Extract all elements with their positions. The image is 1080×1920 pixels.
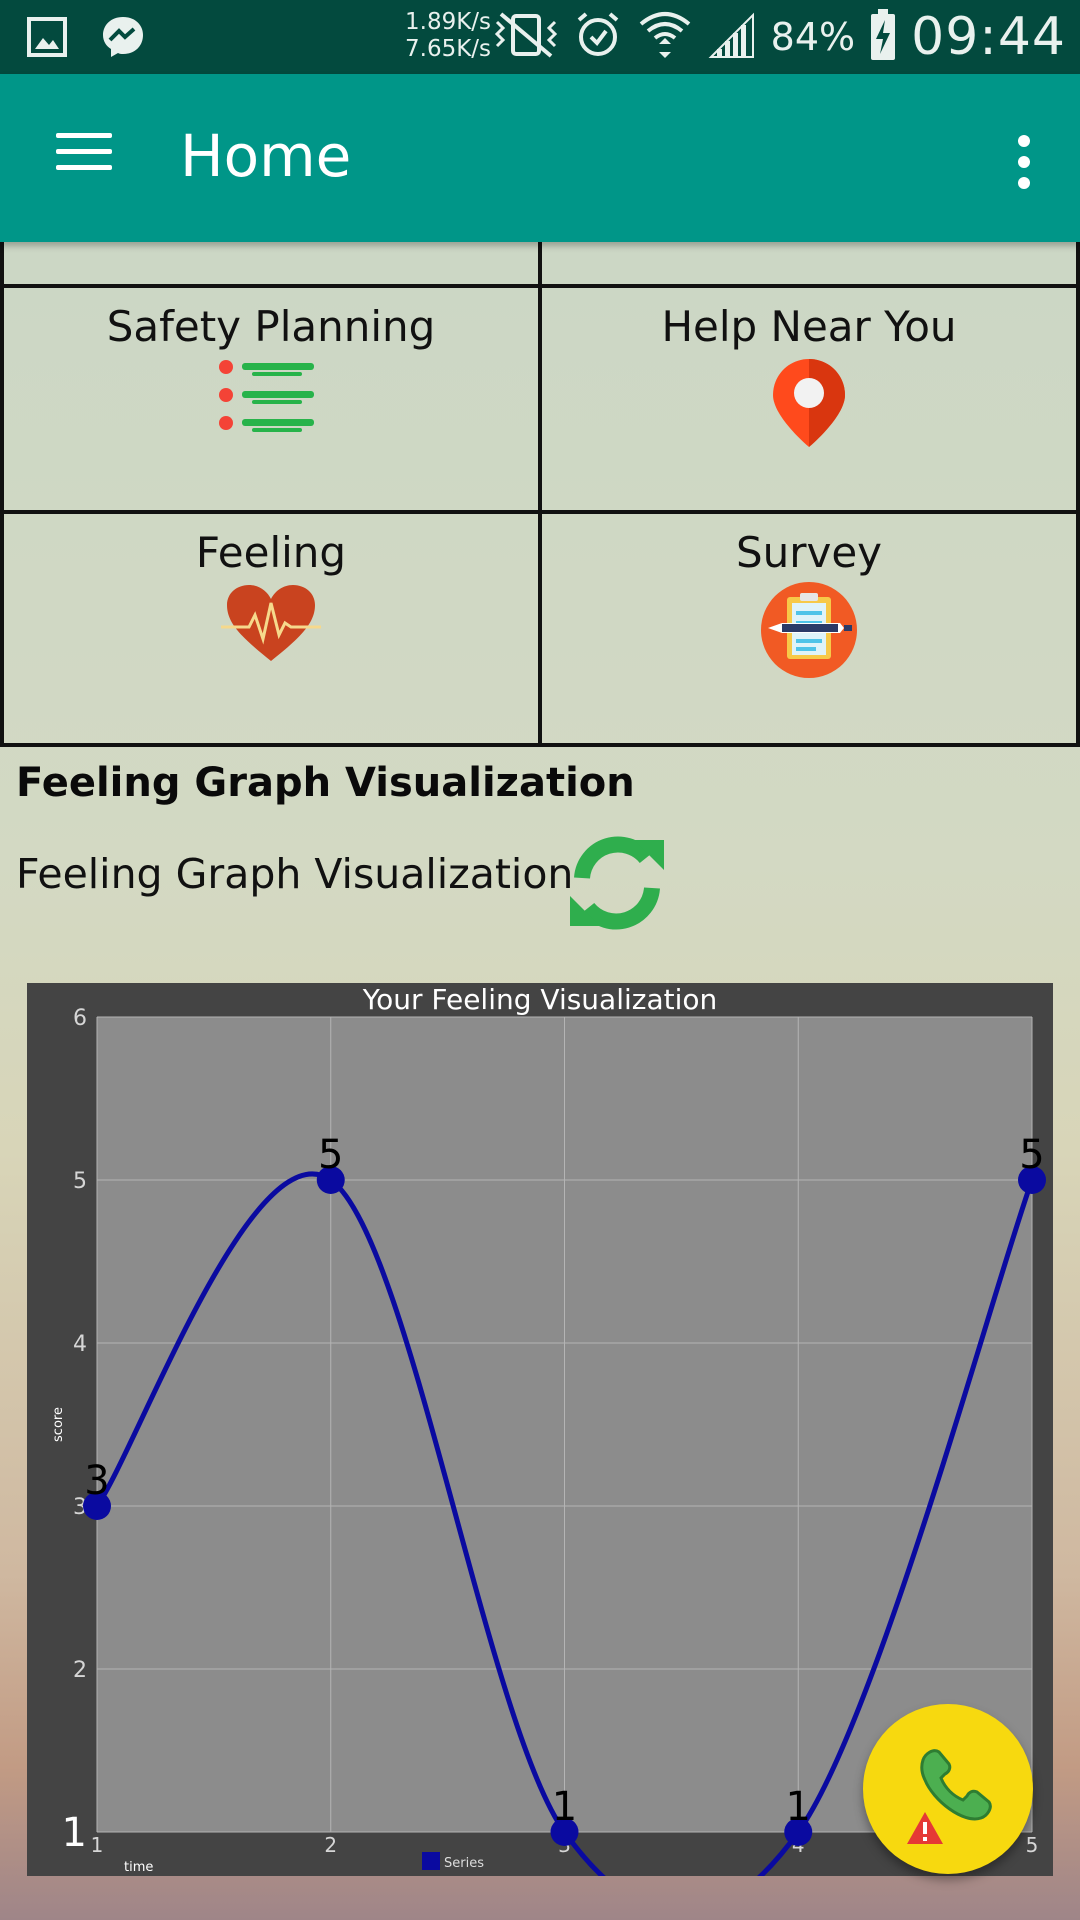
x-tick-label: 5	[1026, 1833, 1039, 1857]
signal-icon	[707, 11, 757, 63]
y-tick-label: 2	[73, 1658, 87, 1683]
data-point	[83, 1492, 111, 1520]
data-label: 5	[318, 1132, 343, 1178]
data-point	[1018, 1166, 1046, 1194]
x-axis-label: time	[124, 1860, 153, 1875]
emergency-call-button[interactable]	[863, 1704, 1033, 1874]
y-axis-label: score	[51, 1407, 66, 1442]
data-label: 5	[1019, 1132, 1044, 1178]
emergency-call-icon	[907, 1749, 992, 1844]
refresh-icon[interactable]	[566, 832, 668, 934]
chart-title: Your Feeling Visualization	[362, 983, 718, 1016]
section-heading: Feeling Graph Visualization	[16, 760, 635, 806]
x-tick-label: 1	[91, 1833, 104, 1857]
y-tick-label: 3	[73, 1495, 87, 1520]
tile-label: Feeling	[195, 528, 347, 577]
status-bar: 1.89K/s 7.65K/s 84% 09:44	[0, 0, 1080, 74]
feature-grid: Safety Planning Help Near You Feeling Su…	[0, 232, 1080, 747]
data-point	[784, 1818, 813, 1846]
data-label: 1	[552, 1784, 577, 1830]
y-tick-label: 4	[73, 1332, 87, 1357]
tile-label: Survey	[735, 528, 883, 577]
heartbeat-icon	[221, 585, 321, 661]
feeling-chart: 12345612345scoretime35115Series Your Fee…	[27, 983, 1053, 1876]
tile-label: Safety Planning	[106, 302, 436, 351]
y-tick-label: 1	[62, 1810, 87, 1856]
gallery-icon	[22, 12, 72, 62]
wifi-icon	[637, 8, 693, 66]
alarm-icon	[573, 10, 623, 64]
page-title: Home	[180, 122, 352, 190]
messenger-icon	[98, 12, 148, 62]
data-point	[550, 1818, 579, 1846]
tile-help-near-you[interactable]: Help Near You	[538, 284, 1080, 514]
section-subtitle: Feeling Graph Visualization	[16, 850, 574, 898]
legend-swatch	[422, 1852, 440, 1870]
clipboard-icon	[761, 582, 857, 678]
more-vert-icon[interactable]	[1004, 126, 1044, 196]
legend-label: Series	[444, 1856, 484, 1871]
y-tick-label: 6	[73, 1006, 87, 1031]
data-label: 3	[84, 1458, 109, 1504]
app-bar: Home	[0, 74, 1080, 242]
data-label: 1	[786, 1784, 811, 1830]
net-up: 1.89K/s	[405, 9, 492, 35]
chart-canvas: 12345612345scoretime35115Series	[51, 1006, 1046, 1876]
vibrate-off-icon	[493, 10, 559, 64]
tile-survey[interactable]: Survey	[538, 510, 1080, 747]
clock: 09:44	[911, 7, 1066, 67]
tile-feeling[interactable]: Feeling	[0, 510, 542, 747]
hamburger-menu-icon[interactable]	[44, 122, 114, 192]
x-tick-label: 2	[324, 1833, 337, 1857]
series-line	[94, 1171, 1035, 1876]
battery-charging-icon	[869, 9, 897, 65]
y-tick-label: 5	[73, 1169, 87, 1194]
data-point	[316, 1166, 345, 1194]
network-speed: 1.89K/s 7.65K/s	[405, 9, 491, 63]
checklist-icon	[219, 360, 314, 432]
tile-safety-planning[interactable]: Safety Planning	[0, 284, 542, 514]
tile-label: Help Near You	[661, 302, 957, 351]
net-down: 7.65K/s	[405, 36, 492, 62]
battery-percent: 84%	[770, 15, 856, 59]
location-pin-icon	[773, 359, 845, 447]
